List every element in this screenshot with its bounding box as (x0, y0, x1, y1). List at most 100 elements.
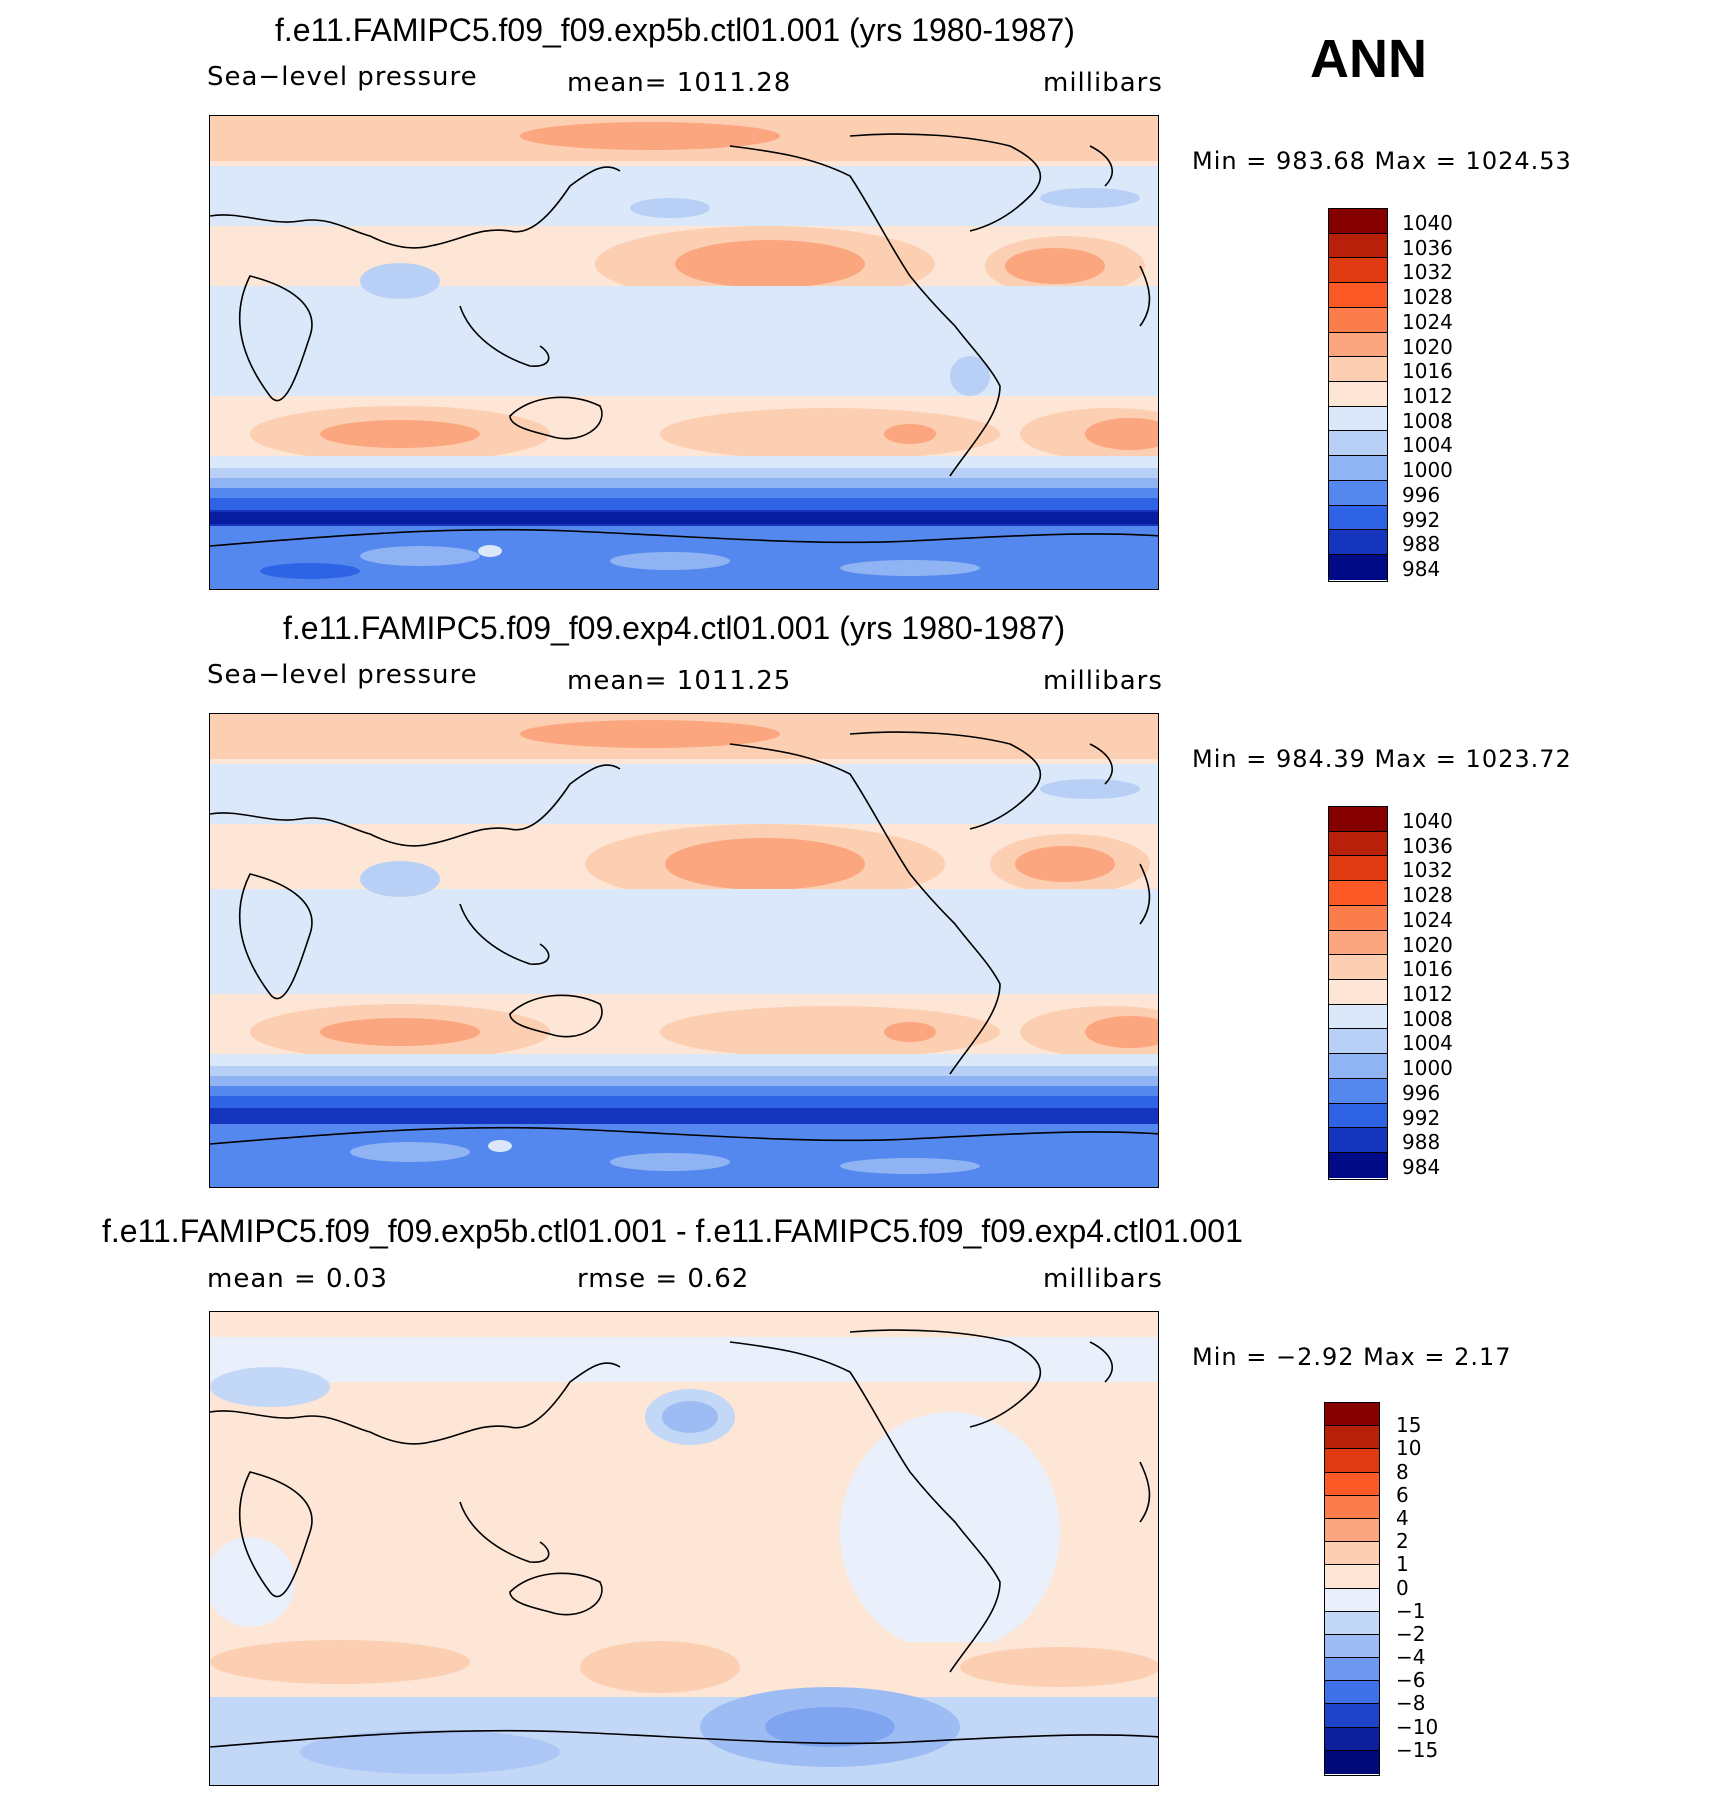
colorbar-tick-label: 2 (1396, 1529, 1409, 1554)
colorbar-tick-label: 1024 (1402, 309, 1453, 334)
colorbar-swatch (1329, 431, 1387, 457)
panel2-s-pacific-core (884, 1022, 936, 1042)
panel3-pacific-neg-core (662, 1401, 718, 1433)
panel2-band-992 (210, 1096, 1158, 1108)
colorbar-swatch (1329, 555, 1387, 580)
panel1-s-atlantic-core (1085, 418, 1158, 450)
colorbar-swatch (1325, 1542, 1379, 1566)
colorbar-swatch (1325, 1588, 1379, 1612)
panel2-coastlines (210, 731, 1158, 1145)
panel1-s-pacific-high (660, 408, 1000, 460)
colorbar-swatch (1329, 980, 1387, 1005)
colorbar-tick-label: 1040 (1402, 210, 1453, 235)
colorbar-tick-label: 10 (1396, 1436, 1422, 1461)
colorbar-tick-label: 1012 (1402, 981, 1453, 1006)
panel2-units: millibars (1043, 666, 1163, 696)
colorbar-swatch (1325, 1611, 1379, 1635)
panel1-antarctic-feature-4 (840, 560, 980, 576)
panel1-iceland-low (1040, 188, 1140, 208)
panel2-antarctic-feature-4 (840, 1158, 980, 1174)
panel1-coastlines (210, 133, 1158, 547)
panel1-variable: Sea−level pressure (207, 62, 478, 92)
colorbar-tick-label: −8 (1396, 1691, 1426, 1716)
panel1-band-1008 (210, 456, 1158, 468)
panel1-band-984 (210, 512, 1158, 524)
colorbar-tick-label: 992 (1402, 507, 1441, 532)
panel1-arctic-high (520, 122, 780, 150)
panel1-colorbar (1328, 208, 1388, 582)
panel3-americas-neg (840, 1412, 1060, 1652)
colorbar-tick-label: 1024 (1402, 907, 1453, 932)
colorbar-swatch (1329, 1054, 1387, 1079)
panel3-title: f.e11.FAMIPC5.f09_f09.exp5b.ctl01.001 - … (102, 1213, 1243, 1249)
panel2-north-pacific-core (665, 838, 865, 890)
panel3-indian-neg (210, 1537, 295, 1627)
panel1-antarctic-feature-5 (260, 563, 360, 579)
panel2-band-988 (210, 1108, 1158, 1124)
panel1-s-pacific-core (884, 424, 936, 444)
colorbar-tick-label: 4 (1396, 1505, 1409, 1530)
colorbar-tick-label: −2 (1396, 1621, 1426, 1646)
panel2-azores-core (1015, 846, 1115, 882)
colorbar-tick-label: 1 (1396, 1552, 1409, 1577)
colorbar-tick-label: 1004 (1402, 1031, 1453, 1056)
panel2-variable: Sea−level pressure (207, 660, 478, 690)
colorbar-swatch (1329, 480, 1387, 506)
panel1-aleutian-low (630, 198, 710, 218)
panel1-band-992 (210, 498, 1158, 510)
panel3-s-indian-pos (210, 1640, 470, 1684)
colorbar-swatch (1325, 1727, 1379, 1751)
panel1-minmax: Min = 983.68 Max = 1024.53 (1192, 147, 1572, 175)
colorbar-swatch (1329, 1004, 1387, 1030)
panel3-coastlines (210, 1329, 1158, 1748)
panel1-band-1000 (210, 478, 1158, 488)
panel3-map (209, 1311, 1159, 1786)
colorbar-tick-label: 15 (1396, 1413, 1422, 1438)
panel1-azores-core (1005, 248, 1105, 284)
colorbar-tick-label: 984 (1402, 1155, 1441, 1180)
panel3-antarctic-neg (300, 1730, 560, 1774)
colorbar-swatch (1329, 406, 1387, 432)
colorbar-swatch (1329, 1029, 1387, 1055)
colorbar-tick-label: 1000 (1402, 1056, 1453, 1081)
panel1-band-1004 (210, 468, 1158, 478)
panel3-s-pacific-pos (580, 1641, 740, 1693)
panel2-iceland-low (1040, 779, 1140, 799)
colorbar-swatch (1325, 1681, 1379, 1705)
colorbar-tick-label: 1028 (1402, 285, 1453, 310)
colorbar-tick-label: 1004 (1402, 433, 1453, 458)
season-label: ANN (1310, 29, 1427, 89)
panel1-map (209, 115, 1159, 590)
colorbar-swatch (1329, 881, 1387, 906)
panel1-colorbar-swatches (1329, 209, 1387, 580)
colorbar-tick-label: 1032 (1402, 858, 1453, 883)
panel2-antarctic-feature-3 (610, 1153, 730, 1171)
colorbar-swatch (1329, 1128, 1387, 1154)
panel2-colorbar-labels: 1040 1036 1032 1028 1024 1020 1016 1012 1008 1004… (1402, 806, 1482, 1180)
panel2-antarctic-feature-1 (350, 1142, 470, 1162)
panel1-tropics (210, 286, 1158, 401)
colorbar-tick-label: 1036 (1402, 235, 1453, 260)
colorbar-tick-label: 1016 (1402, 359, 1453, 384)
panel2-band-1008 (210, 1054, 1158, 1066)
colorbar-swatch (1325, 1658, 1379, 1682)
panel3-rmse: rmse = 0.62 (577, 1264, 750, 1294)
colorbar-tick-label: 988 (1402, 1130, 1441, 1155)
panel2-antarctic-feature-2 (488, 1140, 512, 1152)
panel2-s-pacific-high (660, 1006, 1000, 1058)
panel1-amazon-low (950, 356, 990, 396)
colorbar-tick-label: 984 (1402, 557, 1441, 582)
panel1-antarctic-feature-3 (610, 552, 730, 570)
panel2-asian-low (360, 861, 440, 897)
panel2-title: f.e11.FAMIPC5.f09_f09.exp4.ctl01.001 (yr… (283, 610, 1066, 646)
colorbar-tick-label: 1008 (1402, 1006, 1453, 1031)
colorbar-swatch (1329, 332, 1387, 358)
colorbar-swatch (1325, 1634, 1379, 1659)
panel3-north-neg (210, 1337, 1158, 1382)
panel2-mean: mean= 1011.25 (567, 666, 792, 696)
colorbar-tick-label: 8 (1396, 1459, 1409, 1484)
panel2-minmax: Min = 984.39 Max = 1023.72 (1192, 745, 1572, 773)
colorbar-tick-label: 1036 (1402, 833, 1453, 858)
colorbar-swatch (1325, 1449, 1379, 1473)
colorbar-swatch (1325, 1704, 1379, 1728)
